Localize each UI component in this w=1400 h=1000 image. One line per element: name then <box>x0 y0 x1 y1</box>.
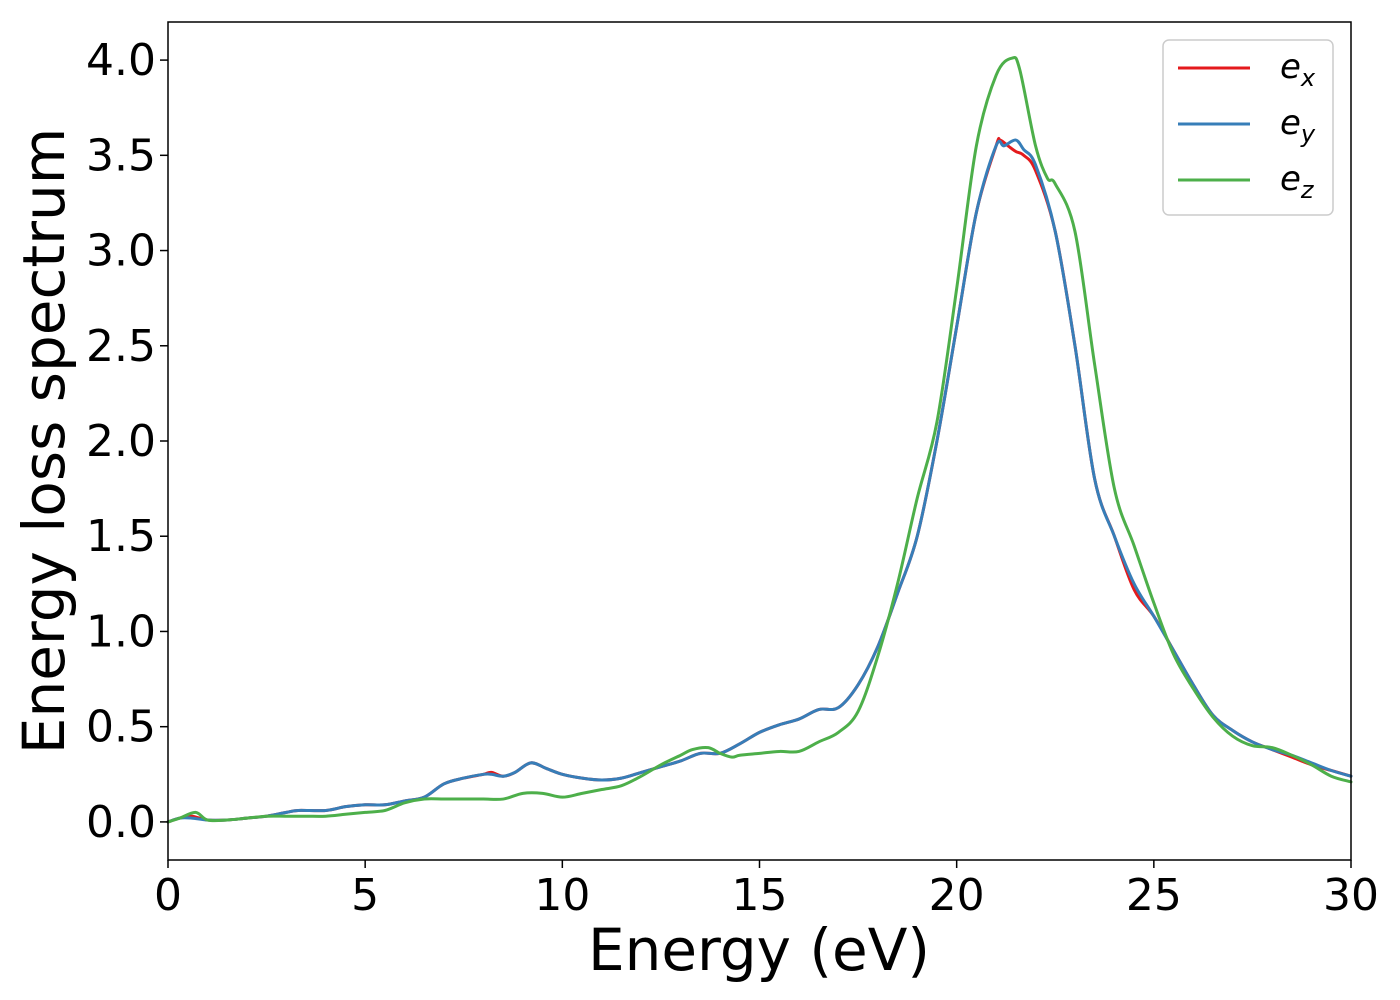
legend-label-y: ey <box>1280 103 1316 148</box>
y-tick-label: 3.5 <box>86 130 156 181</box>
y-axis-title: Energy loss spectrum <box>10 128 78 754</box>
legend-label-z: ez <box>1280 159 1315 204</box>
x-tick-label: 10 <box>534 870 590 921</box>
y-tick-label: 1.5 <box>86 511 156 562</box>
y-tick-label: 0.5 <box>86 702 156 753</box>
legend-label-x: ex <box>1280 47 1316 92</box>
legend: ex ey ez <box>1162 39 1334 216</box>
y-tick-label: 2.5 <box>86 321 156 372</box>
x-tick-label: 20 <box>929 870 985 921</box>
series-layer <box>166 56 1353 824</box>
ticks-layer: 0 5 10 15 20 25 30 0.0 0.5 1.0 1.5 2.0 2.5 3.0 3.5 4.0 <box>86 35 1379 921</box>
y-tick-label: 4.0 <box>86 35 156 86</box>
x-axis-title: Energy (eV) <box>588 916 930 984</box>
series-line-x <box>166 136 1353 824</box>
x-tick-label: 15 <box>732 870 788 921</box>
series-line-y <box>166 138 1353 824</box>
y-tick-label: 0.0 <box>86 797 156 848</box>
x-tick-label: 30 <box>1323 870 1379 921</box>
y-tick-label: 2.0 <box>86 416 156 467</box>
legend-box <box>1162 39 1334 216</box>
series-line-z <box>166 56 1353 824</box>
x-tick-label: 0 <box>154 870 182 921</box>
y-tick-label: 3.0 <box>86 226 156 277</box>
y-tick-label: 1.0 <box>86 606 156 657</box>
x-tick-label: 5 <box>351 870 379 921</box>
x-tick-label: 25 <box>1126 870 1182 921</box>
